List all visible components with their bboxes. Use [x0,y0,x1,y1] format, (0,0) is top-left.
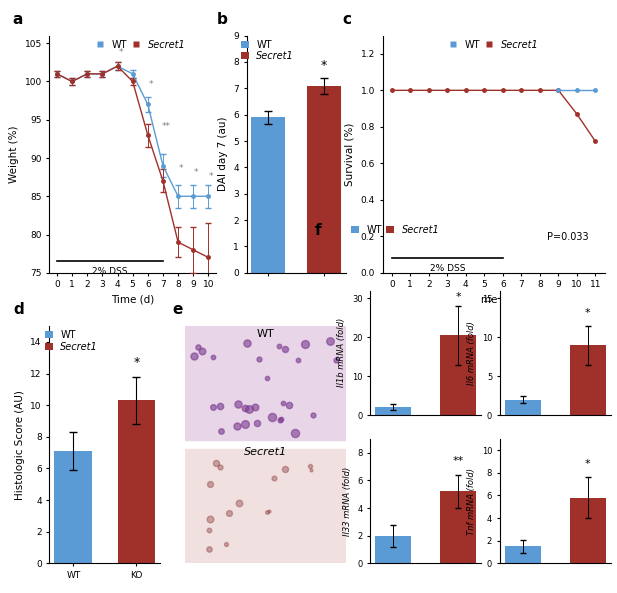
Text: a: a [13,12,23,27]
Y-axis label: DAI day 7 (au): DAI day 7 (au) [218,117,228,192]
Bar [117,400,155,563]
Bar [570,498,606,563]
Bar [505,400,540,415]
Legend: WT, Secret1: WT, Secret1 [347,221,444,238]
Bar [441,492,476,563]
Text: *: * [585,460,590,470]
Text: *: * [321,59,328,72]
Y-axis label: Tnf mRNA (fold): Tnf mRNA (fold) [467,468,476,534]
Legend: WT, Secret1: WT, Secret1 [237,36,298,65]
Text: *: * [585,308,590,318]
Bar [185,449,346,563]
Text: *: * [118,48,123,57]
Text: P=0.033: P=0.033 [547,232,589,242]
Text: WT: WT [257,329,274,339]
Text: *: * [455,292,461,302]
Text: c: c [342,12,352,27]
Bar [251,117,285,273]
Legend: WT, Secret1: WT, Secret1 [93,36,189,53]
Text: *: * [149,80,153,89]
Legend: WT, Secret1: WT, Secret1 [445,36,542,53]
X-axis label: Time (d): Time (d) [111,295,154,305]
Text: d: d [14,302,25,317]
Y-axis label: Il33 mRNA (fold): Il33 mRNA (fold) [342,467,352,535]
Legend: WT, Secret1: WT, Secret1 [41,326,102,355]
Text: *: * [194,168,199,177]
Y-axis label: Il1b mRNA (fold): Il1b mRNA (fold) [337,318,346,387]
Y-axis label: Weight (%): Weight (%) [9,126,19,183]
Text: f: f [315,222,321,238]
Y-axis label: Il6 mRNA (fold): Il6 mRNA (fold) [467,321,476,385]
Text: 2% DSS: 2% DSS [92,267,128,276]
Text: **: ** [162,122,170,131]
Bar [185,326,346,440]
Bar [441,335,476,415]
Y-axis label: Survival (%): Survival (%) [345,123,355,186]
Bar [375,407,411,415]
X-axis label: Time (d): Time (d) [472,295,515,305]
Text: **: ** [453,457,464,467]
Text: *: * [133,356,139,369]
Text: 2% DSS: 2% DSS [429,264,465,273]
Text: e: e [172,302,183,317]
Text: Secret1: Secret1 [244,447,287,457]
Text: b: b [217,12,228,27]
Y-axis label: Histologic Score (AU): Histologic Score (AU) [15,390,25,500]
Text: *: * [179,164,183,173]
Bar [307,85,341,273]
Bar [54,451,93,563]
Bar [505,546,540,563]
Text: *: * [209,172,213,181]
Bar [570,345,606,415]
Bar [375,535,411,563]
